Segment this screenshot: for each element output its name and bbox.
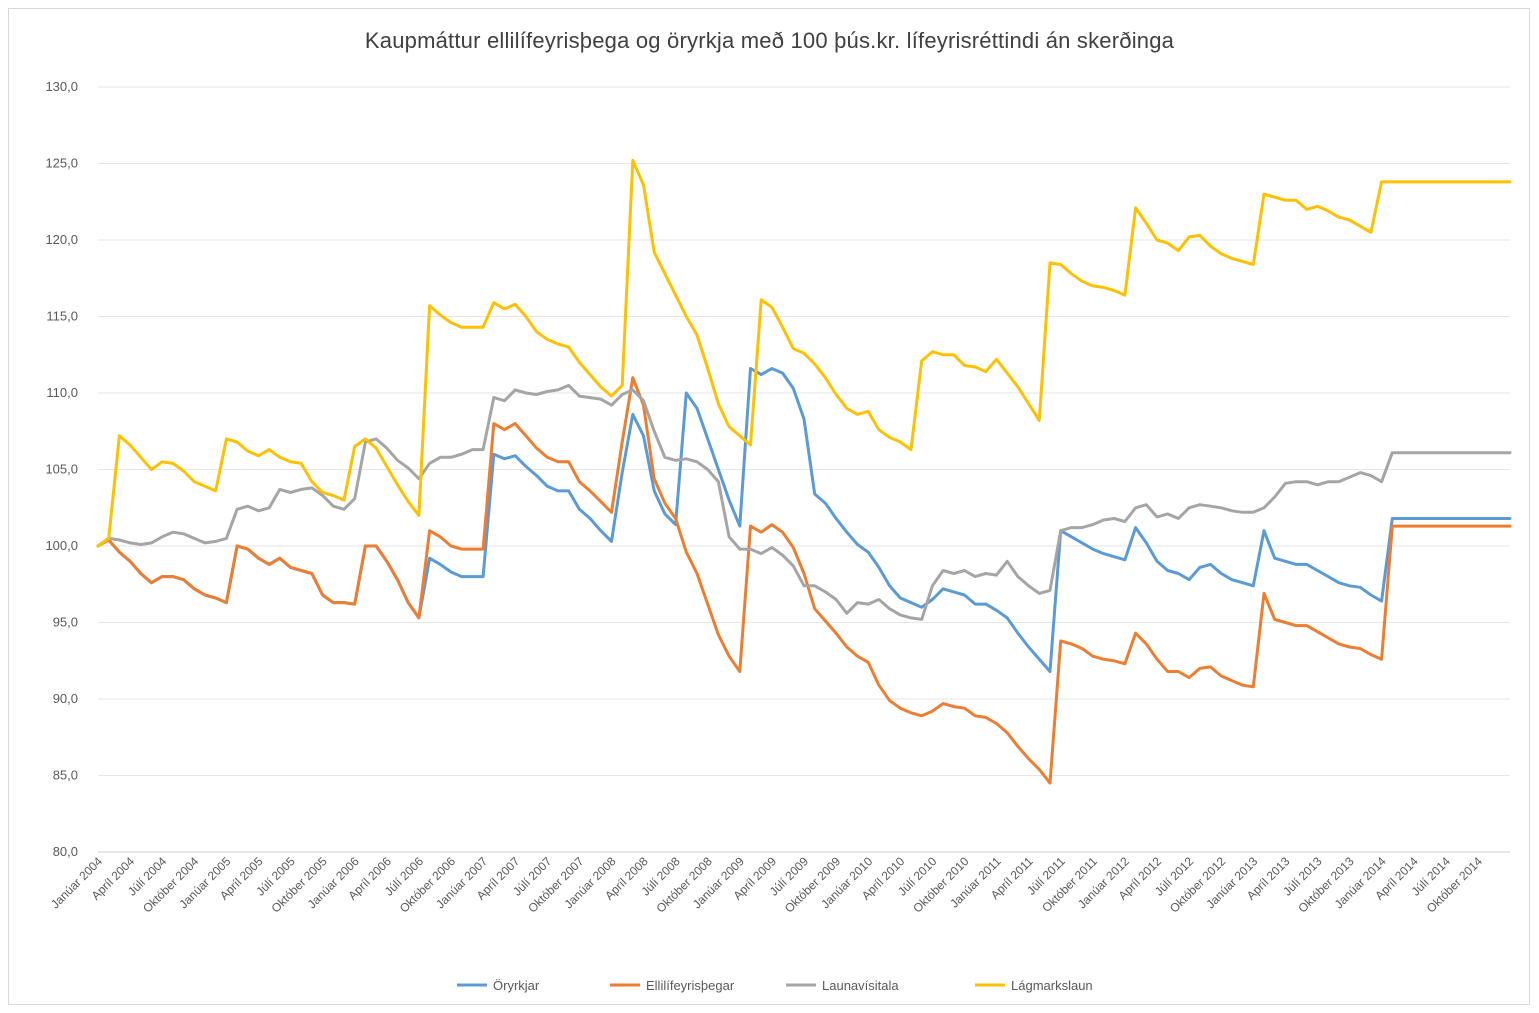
y-tick-label: 110,0	[46, 385, 78, 400]
y-tick-label: 80,0	[53, 844, 78, 859]
legend: Öryrkjar Ellilífeyrisþegar Launavísitala Lá…	[457, 978, 1093, 993]
y-axis-ticks: 80,0 85,0 90,0 95,0 100,0 105,0 110,0 115,0 120,…	[45, 79, 78, 859]
chart-title: Kaupmáttur ellilífeyrisþega og öryrkja m…	[364, 28, 1175, 53]
series-line-2	[96, 383, 1512, 621]
series-layer	[96, 158, 1512, 785]
series-line-3	[96, 158, 1512, 548]
chart-frame	[8, 8, 1530, 1005]
legend-label-1: Ellilífeyrisþegar	[646, 978, 735, 993]
y-tick-label: 115,0	[46, 309, 78, 324]
y-tick-label: 100,0	[45, 538, 78, 553]
y-tick-label: 120,0	[45, 232, 78, 247]
y-tick-label: 105,0	[45, 462, 78, 477]
grid-layer	[98, 86, 1510, 853]
y-tick-label: 85,0	[53, 768, 78, 783]
legend-label-0: Öryrkjar	[493, 978, 540, 993]
y-tick-label: 125,0	[45, 156, 78, 171]
y-tick-label: 130,0	[45, 79, 78, 94]
x-tick-label: Janúar 2004	[48, 854, 105, 911]
legend-label-2: Launavísitala	[822, 978, 899, 993]
legend-label-3: Lágmarkslaun	[1011, 978, 1093, 993]
y-tick-label: 90,0	[53, 691, 78, 706]
y-tick-label: 95,0	[53, 615, 78, 630]
series-line-1	[96, 376, 1512, 785]
